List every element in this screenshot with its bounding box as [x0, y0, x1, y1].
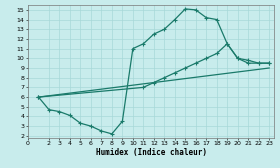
X-axis label: Humidex (Indice chaleur): Humidex (Indice chaleur) — [96, 148, 207, 157]
